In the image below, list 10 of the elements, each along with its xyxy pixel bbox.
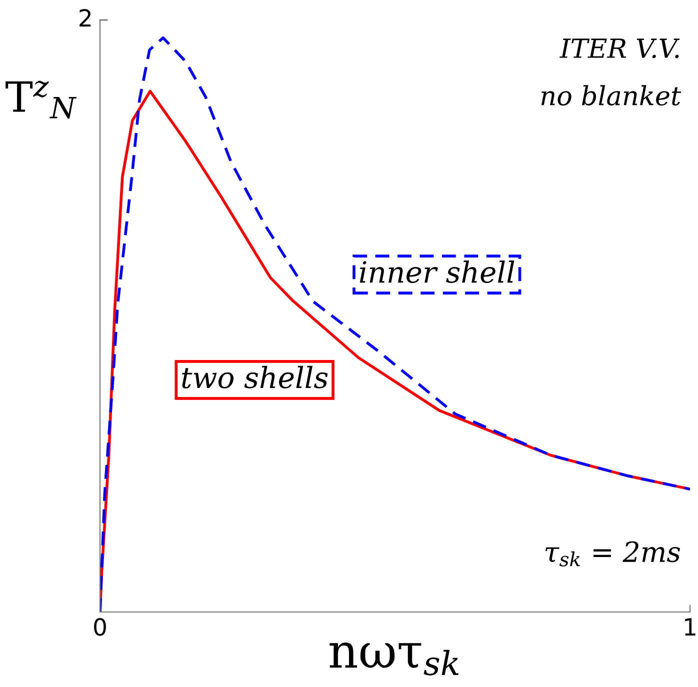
x-tick-label: 1	[685, 618, 696, 636]
x-tick-label: 0	[94, 618, 106, 636]
series-label: inner shell	[360, 260, 514, 284]
y-axis-title: T$^{z}$$_{N}$	[6, 80, 77, 119]
annotation: no blanket	[541, 85, 682, 106]
series-label: two shells	[182, 366, 328, 388]
text: 2	[80, 8, 91, 27]
annotation: τ$_{sk}$ = 2ms	[545, 541, 680, 566]
annotation: ITER V.V.	[560, 38, 680, 58]
x-axis-title: nωτ$_{sk}$	[330, 642, 459, 676]
